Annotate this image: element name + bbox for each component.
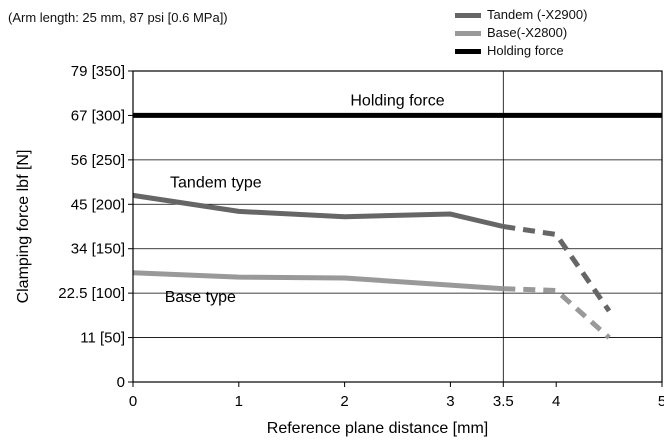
x-tick-label: 5 [658, 393, 664, 410]
legend-swatch-tandem [455, 12, 481, 18]
series-dashed-tandem [502, 224, 612, 313]
legend: Tandem (-X2900) Base(-X2800) Holding for… [455, 6, 587, 60]
y-tick-label: 34 [150] [71, 241, 125, 258]
series-label-base: Base type [165, 289, 236, 306]
series-line-tandem [132, 192, 504, 229]
y-tick-label: 22.5 [100] [58, 285, 125, 302]
x-tick-label: 0 [129, 393, 137, 410]
x-axis-title: Reference plane distance [mm] [267, 420, 488, 437]
y-tick-label: 11 [50] [80, 330, 125, 347]
legend-label-base: Base(-X2800) [487, 25, 568, 40]
y-axis-title: Clamping force lbf [N] [15, 150, 32, 304]
legend-label-holding: Holding force [487, 43, 564, 58]
y-tick-label: 56 [250] [71, 152, 125, 169]
y-tick-label: 79 [350] [71, 63, 125, 80]
legend-item-holding: Holding force [455, 42, 587, 60]
x-tick-label: 3 [446, 393, 454, 410]
legend-item-tandem: Tandem (-X2900) [455, 6, 587, 24]
y-tick-label: 45 [200] [71, 196, 125, 213]
series-label-tandem: Tandem type [170, 174, 262, 191]
legend-swatch-base [455, 30, 481, 36]
series-dashed-base [503, 286, 611, 340]
legend-label-tandem: Tandem (-X2900) [487, 7, 588, 22]
x-tick-label: 1 [235, 393, 243, 410]
plot-frame [132, 70, 663, 383]
series-line-base [132, 270, 504, 292]
x-tick-label: 4 [552, 393, 560, 410]
holding-force-label: Holding force [350, 92, 444, 109]
chart-subtitle: (Arm length: 25 mm, 87 psi [0.6 MPa]) [8, 10, 228, 25]
y-tick-label: 67 [300] [71, 107, 125, 124]
x-tick-label: 2 [340, 393, 348, 410]
y-tick-label: 0 [117, 374, 125, 391]
x-tick-label: 3.5 [493, 393, 514, 410]
legend-item-base: Base(-X2800) [455, 24, 587, 42]
legend-swatch-holding [455, 48, 481, 54]
